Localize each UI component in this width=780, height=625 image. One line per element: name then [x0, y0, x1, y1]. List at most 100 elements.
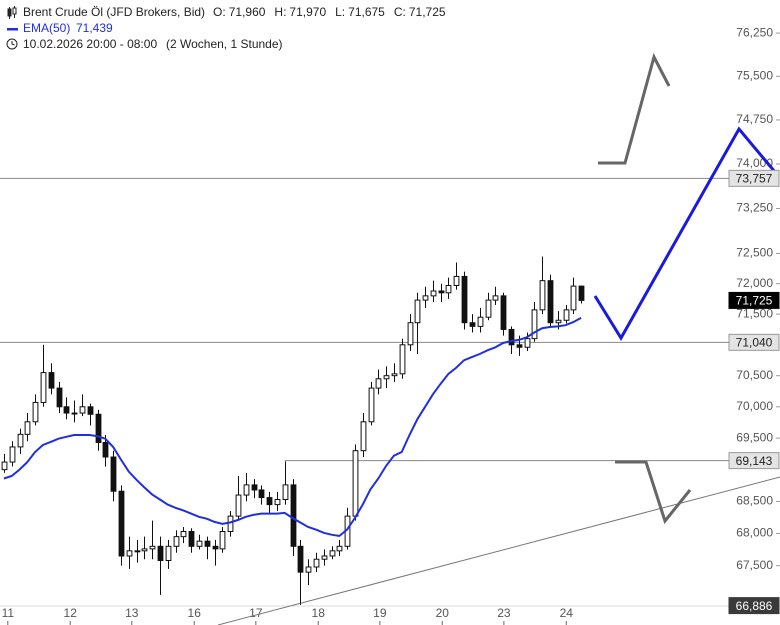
- candle-body: [157, 545, 164, 562]
- candle-body: [297, 545, 304, 573]
- level-label: 71,725: [736, 294, 773, 308]
- y-tick-label: 72,500: [736, 246, 773, 260]
- x-tick-label: 13: [125, 606, 139, 620]
- candle-body: [204, 540, 211, 547]
- candle-body: [165, 545, 172, 562]
- y-tick-label: 76,250: [736, 25, 773, 39]
- candle-body: [336, 545, 343, 552]
- candle-body: [110, 456, 117, 492]
- x-tick-label: 19: [373, 606, 387, 620]
- candle-body: [329, 550, 336, 557]
- candle-body: [578, 285, 585, 301]
- candle-body: [414, 299, 421, 324]
- candle-body: [531, 309, 538, 340]
- candle-body: [539, 280, 546, 311]
- candle-body: [87, 406, 94, 415]
- candle-body: [17, 433, 24, 448]
- candles: [1, 256, 585, 605]
- ema-name: EMA(50): [23, 21, 70, 35]
- ohlc-value: 71,970: [289, 5, 326, 19]
- candle-body: [321, 555, 328, 560]
- y-tick-label: 68,000: [736, 526, 773, 540]
- candle-body: [24, 421, 31, 435]
- level-label: 66,886: [736, 599, 773, 613]
- candle-body: [141, 548, 148, 552]
- series-name: Brent Crude Öl (JFD Brokers, Bid): [23, 5, 205, 19]
- candle-body: [95, 413, 102, 444]
- ema-line: [3, 317, 582, 538]
- y-tick-label: 69,500: [736, 430, 773, 444]
- candle-body: [290, 484, 297, 547]
- candle-body: [134, 550, 141, 553]
- candle-body: [258, 489, 265, 499]
- x-tick-label: 23: [497, 606, 511, 620]
- y-tick-label: 72,000: [736, 276, 773, 290]
- candle-body: [555, 319, 562, 324]
- candle-body: [48, 372, 55, 389]
- ohlc-key: L:: [335, 5, 345, 19]
- candle-body: [477, 316, 484, 327]
- level-badge: [728, 291, 780, 309]
- candle-body: [180, 531, 187, 538]
- y-tick-label: 70,500: [736, 368, 773, 382]
- y-tick-label: 68,500: [736, 494, 773, 508]
- y-tick-label: 73,250: [736, 201, 773, 215]
- candle-body: [492, 295, 499, 301]
- level-badge: [728, 169, 780, 187]
- level-badges: 73,757 71,040 69,143 71,725 66,886: [728, 169, 780, 615]
- candle-body: [9, 446, 16, 463]
- candle-body: [485, 299, 492, 318]
- candle-body: [79, 406, 86, 414]
- candle-body: [56, 387, 63, 408]
- trend-line: [217, 476, 780, 625]
- ohlc-value: 71,675: [348, 5, 385, 19]
- y-tick-label: 70,000: [736, 399, 773, 413]
- x-tick-label: 17: [249, 606, 263, 620]
- ema-icon: [7, 28, 18, 31]
- date-range: 10.02.2026 20:00 - 08:00: [23, 37, 157, 51]
- candle-body: [118, 490, 125, 557]
- candle-body: [235, 494, 242, 517]
- ohlc-key: C:: [394, 5, 406, 19]
- candle-body: [251, 484, 258, 491]
- y-tick-label: 74,750: [736, 112, 773, 126]
- candle-body: [453, 275, 460, 287]
- x-tick-label: 11: [2, 606, 15, 620]
- x-tick-label: 18: [312, 606, 326, 620]
- level-badge: [728, 333, 780, 351]
- ohlc-key: O:: [213, 5, 226, 19]
- level-lines: [0, 177, 729, 462]
- candle-body: [126, 550, 133, 557]
- candle-body: [399, 344, 406, 375]
- candle-body: [243, 484, 250, 496]
- candle-body: [212, 545, 219, 550]
- candle-body: [71, 412, 78, 415]
- x-tick-label: 16: [188, 606, 202, 620]
- y-tick-label: 67,500: [736, 558, 773, 572]
- candle-body: [563, 309, 570, 321]
- candle-body: [274, 499, 281, 506]
- candle-body: [313, 558, 320, 568]
- candle-body: [524, 338, 531, 348]
- candle-body: [500, 295, 507, 330]
- projection-up: [598, 52, 671, 165]
- candle-body: [422, 295, 429, 301]
- candle-body: [352, 450, 359, 517]
- candle-body: [360, 421, 367, 452]
- candle-body: [445, 285, 452, 294]
- candle-body: [430, 290, 437, 297]
- candle-body: [196, 540, 203, 547]
- projection-main: [593, 126, 777, 341]
- candle-body: [375, 378, 382, 389]
- level-label: 73,757: [736, 172, 773, 186]
- candle-body: [391, 373, 398, 377]
- level-badge: [728, 597, 780, 615]
- candle-body: [282, 484, 289, 501]
- level-label: 69,143: [736, 454, 773, 468]
- axis-layer: 76,25075,50074,75074,00073,25072,50072,0…: [0, 25, 780, 625]
- candle-body: [461, 275, 468, 324]
- candle-body: [173, 536, 180, 547]
- clock-hands: [11, 41, 15, 46]
- x-tick-label: 12: [64, 606, 78, 620]
- candle-body: [227, 515, 234, 533]
